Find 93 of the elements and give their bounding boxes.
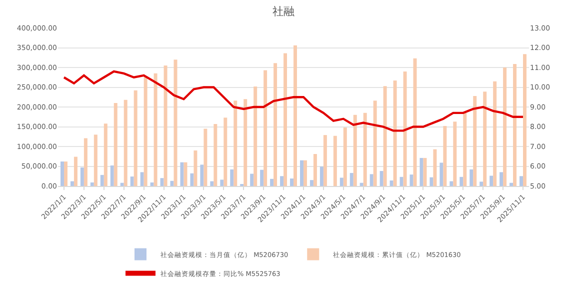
bar	[493, 81, 497, 186]
bar	[274, 63, 278, 186]
bar	[310, 180, 314, 186]
bar	[363, 112, 367, 186]
bar	[483, 92, 487, 186]
bar	[410, 174, 414, 186]
bar	[224, 118, 228, 186]
bar	[380, 170, 384, 186]
bar	[254, 86, 258, 186]
bar	[64, 162, 68, 186]
bar	[234, 100, 238, 186]
bar	[460, 176, 464, 186]
bar	[430, 177, 434, 186]
bar	[144, 76, 148, 186]
bar	[244, 99, 248, 186]
bar	[470, 169, 474, 186]
bar	[353, 114, 357, 186]
bar	[270, 178, 274, 186]
chart-title: 社融	[272, 5, 294, 18]
bar	[294, 45, 297, 186]
bar	[343, 128, 347, 186]
bar	[300, 160, 304, 186]
bar	[463, 112, 467, 186]
bar	[333, 136, 337, 186]
bar	[114, 103, 118, 186]
bar	[360, 182, 364, 186]
bar	[84, 138, 88, 186]
bar	[110, 165, 114, 186]
bar	[250, 174, 254, 186]
line-series	[62, 70, 524, 132]
bar	[260, 170, 264, 186]
bar	[120, 182, 124, 186]
bar	[150, 182, 154, 186]
bar	[210, 181, 214, 186]
bar	[130, 176, 134, 186]
bar	[423, 158, 427, 186]
bar	[170, 180, 174, 186]
bar	[523, 54, 527, 186]
bar	[134, 90, 138, 186]
bar	[200, 164, 204, 186]
bar	[400, 176, 404, 186]
bar	[154, 73, 158, 186]
bar	[320, 166, 324, 186]
bar	[450, 181, 454, 186]
bar	[284, 53, 288, 186]
bar	[140, 172, 144, 186]
bar	[453, 122, 457, 186]
bar	[383, 86, 387, 186]
bar	[473, 96, 477, 186]
bar	[60, 162, 64, 186]
bar	[90, 182, 94, 186]
bar	[180, 162, 184, 186]
bar	[440, 162, 444, 186]
bar	[70, 181, 74, 186]
bar	[74, 156, 78, 186]
bar	[373, 100, 377, 186]
bar	[124, 100, 128, 186]
bar	[490, 176, 494, 186]
bar	[160, 178, 164, 186]
bar	[513, 64, 517, 186]
bar	[433, 149, 437, 186]
bar	[104, 124, 108, 186]
bar	[500, 172, 504, 186]
bar	[503, 68, 507, 186]
bar	[350, 172, 354, 186]
bar	[280, 176, 284, 186]
bar	[390, 180, 394, 186]
bar	[303, 160, 307, 186]
bar	[80, 167, 84, 186]
bar	[230, 169, 234, 186]
bar	[510, 182, 514, 186]
bar	[190, 173, 194, 186]
bar	[480, 182, 484, 186]
bar	[420, 158, 424, 186]
bar	[443, 126, 447, 186]
bar	[164, 66, 168, 186]
bar	[520, 176, 524, 186]
bar	[100, 174, 104, 186]
bar	[370, 174, 374, 186]
bar	[313, 154, 317, 186]
bar	[323, 135, 327, 186]
bar	[94, 134, 98, 186]
bar	[290, 178, 294, 186]
bar	[174, 60, 178, 186]
bar	[264, 70, 268, 186]
bar	[214, 124, 218, 186]
bar	[340, 178, 344, 186]
bar	[194, 150, 198, 186]
bar	[220, 180, 224, 186]
bar	[393, 80, 397, 186]
bar	[403, 71, 407, 186]
bar	[204, 128, 208, 186]
bar	[184, 162, 188, 186]
